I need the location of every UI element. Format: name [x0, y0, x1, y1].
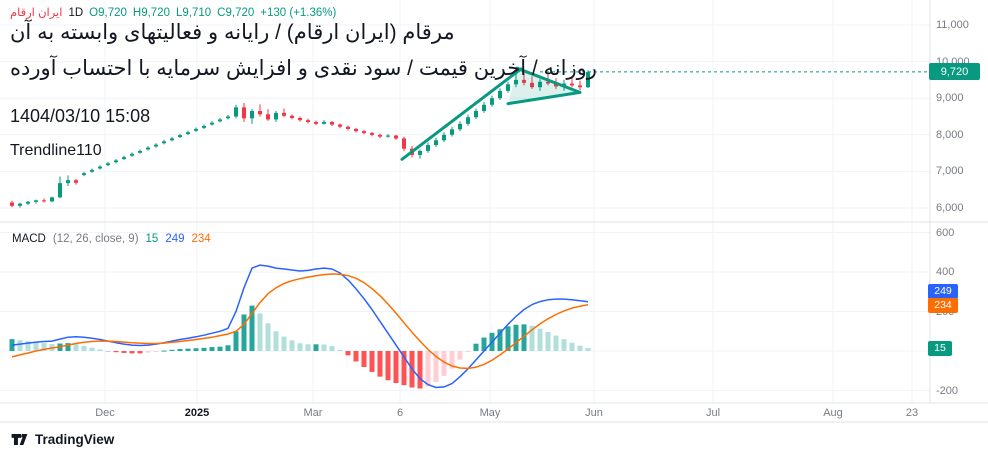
axis-tick-label: 9,000	[936, 92, 964, 105]
interval-label[interactable]: 1D	[68, 7, 84, 19]
time-tick-label: 23	[905, 407, 919, 419]
time-tick-label: Jul	[705, 407, 721, 419]
axis-tick-label: 400	[936, 266, 955, 278]
time-tick-label: 6	[396, 407, 404, 419]
open-value: O9,720	[89, 7, 127, 19]
tradingview-brand-text[interactable]: TradingView	[35, 432, 115, 447]
symbol-title: مرقام (ایران ارقام) / رایانه و فعالیتهای…	[10, 21, 455, 44]
chart-description: روزانه / آخرین قیمت / سود نقدی و افزایش …	[10, 57, 597, 80]
datetime-label: 1404/03/10 15:08	[10, 106, 151, 126]
change-value: +130 (+1.36%)	[260, 7, 337, 19]
last-price-badge: 9,720	[929, 63, 980, 81]
tradingview-logo-icon	[10, 430, 29, 449]
hist-value-badge: 15	[928, 340, 952, 356]
axis-tick-label: 11,000	[936, 19, 969, 31]
time-tick-label: Mar	[303, 407, 323, 419]
axis-tick-label: -200	[936, 384, 959, 397]
symbol-legend[interactable]: ایران ارقام 1D O9,720 H9,720 L9,710 C9,7…	[10, 5, 336, 19]
macd-line-value: 249	[165, 233, 185, 245]
axis-tick-label: 8,000	[936, 128, 964, 141]
symbol-name[interactable]: ایران ارقام	[10, 7, 63, 19]
high-value: H9,720	[132, 7, 170, 19]
macd-params: (12, 26, close, 9)	[52, 233, 139, 245]
time-tick-label: 2025	[184, 407, 210, 419]
macd-value-badge: 249	[928, 283, 958, 299]
trendline-label[interactable]: Trendline110	[10, 142, 102, 159]
low-value: L9,710	[175, 7, 212, 19]
axis-tick-label: 600	[936, 226, 955, 239]
time-tick-label: Dec	[95, 407, 115, 419]
time-tick-label: Jun	[585, 407, 603, 419]
time-tick-label: May	[479, 407, 501, 419]
tradingview-attribution[interactable]: TradingView	[10, 430, 114, 449]
macd-legend[interactable]: MACD (12, 26, close, 9) 15 249 234	[12, 233, 211, 245]
close-value: C9,720	[217, 7, 255, 19]
macd-signal-value: 234	[191, 233, 211, 245]
signal-value-badge: 234	[928, 297, 958, 313]
macd-title[interactable]: MACD	[12, 233, 46, 245]
ohlc-values: O9,720 H9,720 L9,710 C9,720 +130 (+1.36%…	[89, 7, 336, 19]
time-tick-label: Aug	[823, 407, 843, 419]
axis-tick-label: 6,000	[936, 202, 964, 214]
macd-hist-value: 15	[145, 233, 159, 245]
axis-tick-label: 7,000	[936, 165, 964, 178]
